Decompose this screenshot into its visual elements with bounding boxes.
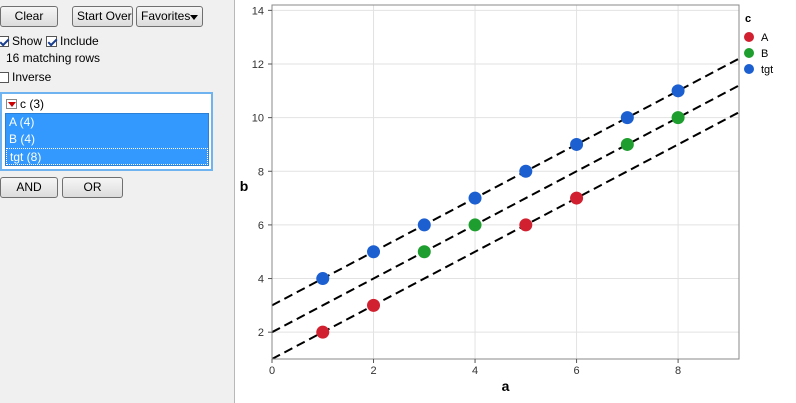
include-checkbox[interactable]	[46, 35, 58, 47]
column-menu-icon[interactable]	[6, 99, 17, 109]
level-list[interactable]: A (4) B (4) tgt (8)	[5, 113, 209, 166]
column-header: c (3)	[20, 97, 44, 111]
point-b	[468, 218, 482, 232]
plot-frame	[271, 4, 740, 360]
level-item-tgt[interactable]: tgt (8)	[6, 148, 208, 165]
and-button[interactable]: AND	[0, 177, 58, 198]
favorites-label: Favorites	[141, 9, 191, 23]
inverse-label: Inverse	[12, 70, 52, 84]
point-b	[417, 245, 431, 259]
level-item-b[interactable]: B (4)	[9, 132, 36, 146]
y-tick-label: 8	[258, 166, 264, 178]
y-tick-label: 14	[252, 5, 264, 17]
point-tgt	[620, 111, 634, 125]
point-tgt	[367, 245, 381, 259]
legend-title: c	[745, 13, 751, 25]
point-b	[620, 137, 634, 151]
point-tgt	[570, 137, 584, 151]
y-tick-label: 4	[258, 274, 264, 286]
y-tick-label: 10	[252, 113, 264, 125]
y-axis-label: b	[240, 178, 249, 194]
legend-label-b: B	[761, 48, 768, 60]
inverse-checkbox[interactable]	[0, 71, 9, 83]
plot-area	[272, 5, 739, 359]
y-tick-label: 2	[258, 327, 264, 339]
level-item-a[interactable]: A (4)	[9, 115, 35, 129]
point-a	[367, 298, 381, 312]
chevron-down-icon	[190, 15, 198, 20]
x-tick-label: 4	[472, 365, 478, 377]
show-checkbox[interactable]	[0, 35, 9, 47]
point-tgt	[316, 272, 330, 286]
legend-marker-tgt	[744, 64, 754, 74]
fit-line	[272, 84, 739, 334]
y-tick-label: 12	[252, 59, 264, 71]
fit-line	[272, 111, 739, 359]
point-tgt	[417, 218, 431, 232]
include-label: Include	[60, 34, 99, 48]
point-tgt	[468, 191, 482, 205]
y-tick-label: 6	[258, 220, 264, 232]
point-a	[519, 218, 533, 232]
x-tick-label: 6	[574, 365, 580, 377]
point-tgt	[519, 164, 533, 178]
show-label: Show	[12, 34, 43, 48]
x-tick-label: 0	[269, 365, 275, 377]
legend-label-tgt: tgt	[761, 64, 773, 76]
fit-line	[272, 57, 739, 307]
point-a	[316, 325, 330, 339]
or-button[interactable]: OR	[62, 177, 123, 198]
clear-button[interactable]: Clear	[0, 6, 58, 27]
x-tick-label: 8	[675, 365, 681, 377]
matching-rows-text: 16 matching rows	[6, 51, 101, 65]
favorites-button[interactable]: Favorites	[136, 6, 203, 27]
legend-marker-a	[744, 32, 754, 42]
x-tick-label: 2	[370, 365, 376, 377]
column-filter: c (3) A (4) B (4) tgt (8)	[0, 92, 213, 171]
point-tgt	[671, 84, 685, 98]
x-axis-label: a	[502, 378, 510, 394]
legend-label-a: A	[761, 32, 769, 44]
start-over-button[interactable]: Start Over	[72, 6, 133, 27]
point-b	[671, 111, 685, 125]
legend-marker-b	[744, 48, 754, 58]
point-a	[570, 191, 584, 205]
